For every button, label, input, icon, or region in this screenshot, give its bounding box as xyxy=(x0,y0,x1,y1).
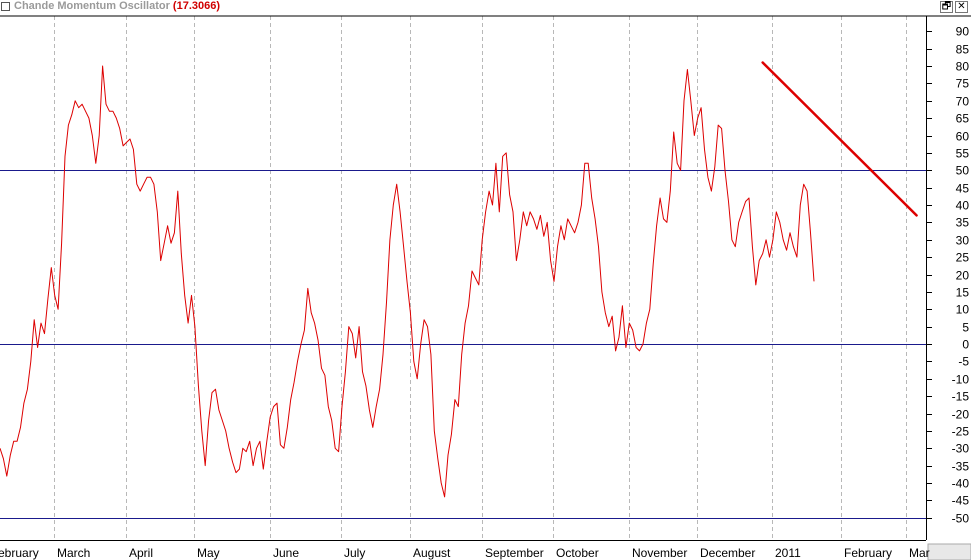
y-tick-label: 55 xyxy=(956,147,970,161)
x-tick-label-september: September xyxy=(485,546,544,560)
close-icon[interactable]: ✕ xyxy=(955,1,968,13)
x-tick-label-february: February xyxy=(844,546,892,560)
x-axis: ebruary March April May June July August Septem… xyxy=(0,546,930,560)
panel-checkbox[interactable] xyxy=(1,2,10,11)
restore-icon[interactable]: 🗗 xyxy=(940,1,953,13)
y-tick-label: 60 xyxy=(956,130,970,144)
y-tick-label: 20 xyxy=(956,269,970,283)
indicator-current-value: (17.3066) xyxy=(172,0,221,12)
y-tick-label: -35 xyxy=(952,460,970,474)
y-tick-label: -50 xyxy=(952,512,970,526)
y-tick-label: 35 xyxy=(956,216,970,230)
y-tick-label: 45 xyxy=(956,182,970,196)
x-tick-label-august: August xyxy=(413,546,451,560)
y-tick-label: -30 xyxy=(952,442,970,456)
y-axis: 908580757065605550454035302520151050-5-1… xyxy=(0,15,971,560)
x-tick-label-november: November xyxy=(632,546,687,560)
y-tick-label: 15 xyxy=(956,286,970,300)
y-tick-label: 75 xyxy=(956,77,970,91)
x-tick-label-ebruary: ebruary xyxy=(0,546,39,560)
y-tick-label: -25 xyxy=(952,425,970,439)
y-tick-label: -20 xyxy=(952,408,970,422)
x-tick-label-may: May xyxy=(197,546,220,560)
indicator-title-bar: Chande Momentum Oscillator (17.3066) 🗗 ✕ xyxy=(0,0,971,14)
x-tick-label-october: October xyxy=(556,546,599,560)
y-tick-label: -15 xyxy=(952,390,970,404)
trendline xyxy=(761,61,918,217)
y-tick-label: 25 xyxy=(956,251,970,265)
x-tick-label-march: March xyxy=(57,546,90,560)
horizontal-scrollbar[interactable] xyxy=(927,543,971,560)
y-tick-label: 85 xyxy=(956,43,970,57)
y-tick-label: -40 xyxy=(952,477,970,491)
indicator-name: Chande Momentum Oscillator xyxy=(14,0,170,12)
y-tick-label: -45 xyxy=(952,494,970,508)
y-tick-label: 90 xyxy=(956,25,970,39)
y-tick-label: -10 xyxy=(952,373,970,387)
y-tick-label: 40 xyxy=(956,199,970,213)
y-tick-label: 70 xyxy=(956,95,970,109)
y-tick-label: 30 xyxy=(956,234,970,248)
close-glyph: ✕ xyxy=(957,1,966,12)
series-layer xyxy=(0,65,815,498)
x-tick-label-april: April xyxy=(129,546,153,560)
x-tick-label-june: June xyxy=(273,546,299,560)
y-tick-label: 80 xyxy=(956,60,970,74)
grid-lines xyxy=(54,16,907,540)
y-tick-label: 0 xyxy=(962,338,969,352)
x-tick-label-mar: Mar xyxy=(909,546,930,560)
x-tick-label-july: July xyxy=(344,546,365,560)
x-tick-label-2011: 2011 xyxy=(775,546,801,560)
y-tick-label: 10 xyxy=(956,303,970,317)
y-tick-label: -5 xyxy=(958,355,969,369)
y-tick-label: 65 xyxy=(956,112,970,126)
y-tick-label: 5 xyxy=(962,321,969,335)
restore-glyph: 🗗 xyxy=(941,1,952,12)
indicator-title: Chande Momentum Oscillator (17.3066) xyxy=(14,0,220,13)
cmo-series-line xyxy=(0,65,815,498)
x-tick-label-december: December xyxy=(700,546,755,560)
trendline-layer xyxy=(761,61,918,217)
y-tick-label: 50 xyxy=(956,164,970,178)
